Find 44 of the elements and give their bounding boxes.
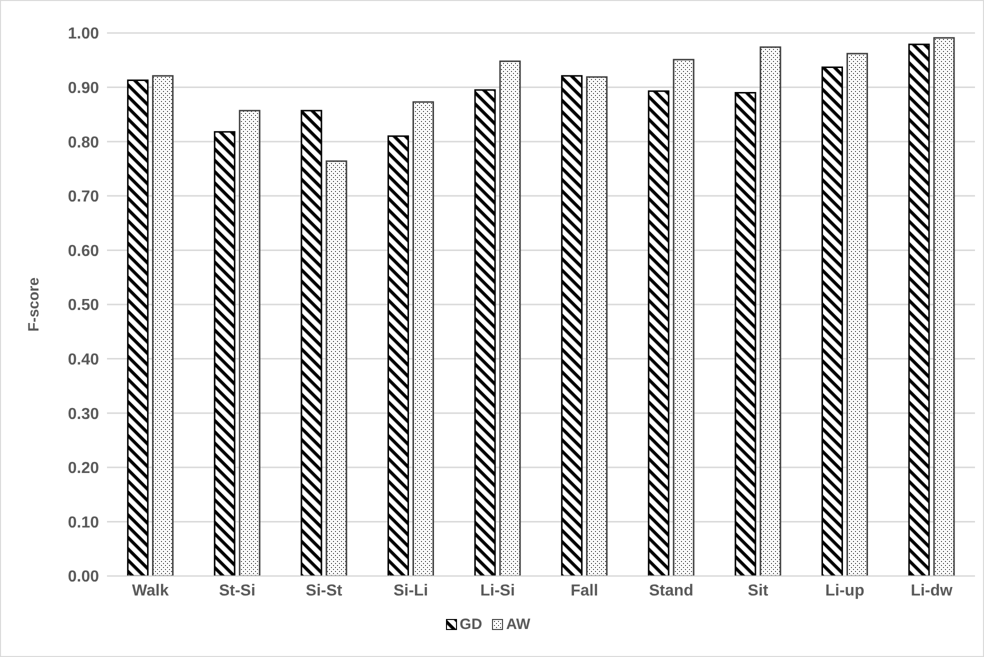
bar [499,60,521,576]
x-tick-label: Si-Li [393,582,428,600]
y-tick-label: 0.80 [68,134,100,152]
x-tick-label: Si-St [306,582,343,600]
bar [734,92,756,576]
bar [387,135,409,576]
bar [672,58,694,576]
y-tick-label: 1.00 [68,26,100,43]
y-axis-title: F-score [25,277,42,332]
x-tick-label: Sit [748,582,769,600]
bar [326,160,348,576]
bar [412,101,434,576]
y-tick-label: 0.40 [68,351,100,368]
x-tick-label: Stand [648,582,694,600]
x-tick-label: Walk [132,582,169,600]
y-tick-label: 0.50 [68,297,100,314]
bar [821,66,843,576]
bar [586,76,608,576]
x-tick-label: Li-dw [910,582,954,600]
bar [214,131,236,576]
y-tick-label: 0.60 [68,242,100,260]
bar [152,75,174,576]
y-tick-label: 0.00 [68,568,100,586]
bar [846,52,868,576]
bar [933,37,955,576]
bar [648,90,670,576]
x-tick-label: Fall [570,582,598,600]
bar [561,75,583,576]
y-tick-label: 0.70 [68,188,100,206]
bar [300,110,322,576]
bar [238,110,260,576]
legend-label: AW [506,616,530,633]
x-tick-label: Li-up [825,582,865,600]
y-tick-label: 0.30 [68,406,100,423]
x-tick-label: St-Si [218,582,256,600]
y-tick-label: 0.90 [68,80,100,97]
y-tick-label: 0.20 [68,460,100,478]
legend-label: GD [460,616,482,633]
bar [908,44,930,576]
bar [474,89,496,576]
bar [760,46,782,576]
y-tick-label: 0.10 [68,514,100,532]
x-tick-label: Li-Si [480,582,515,600]
bar [127,79,149,576]
